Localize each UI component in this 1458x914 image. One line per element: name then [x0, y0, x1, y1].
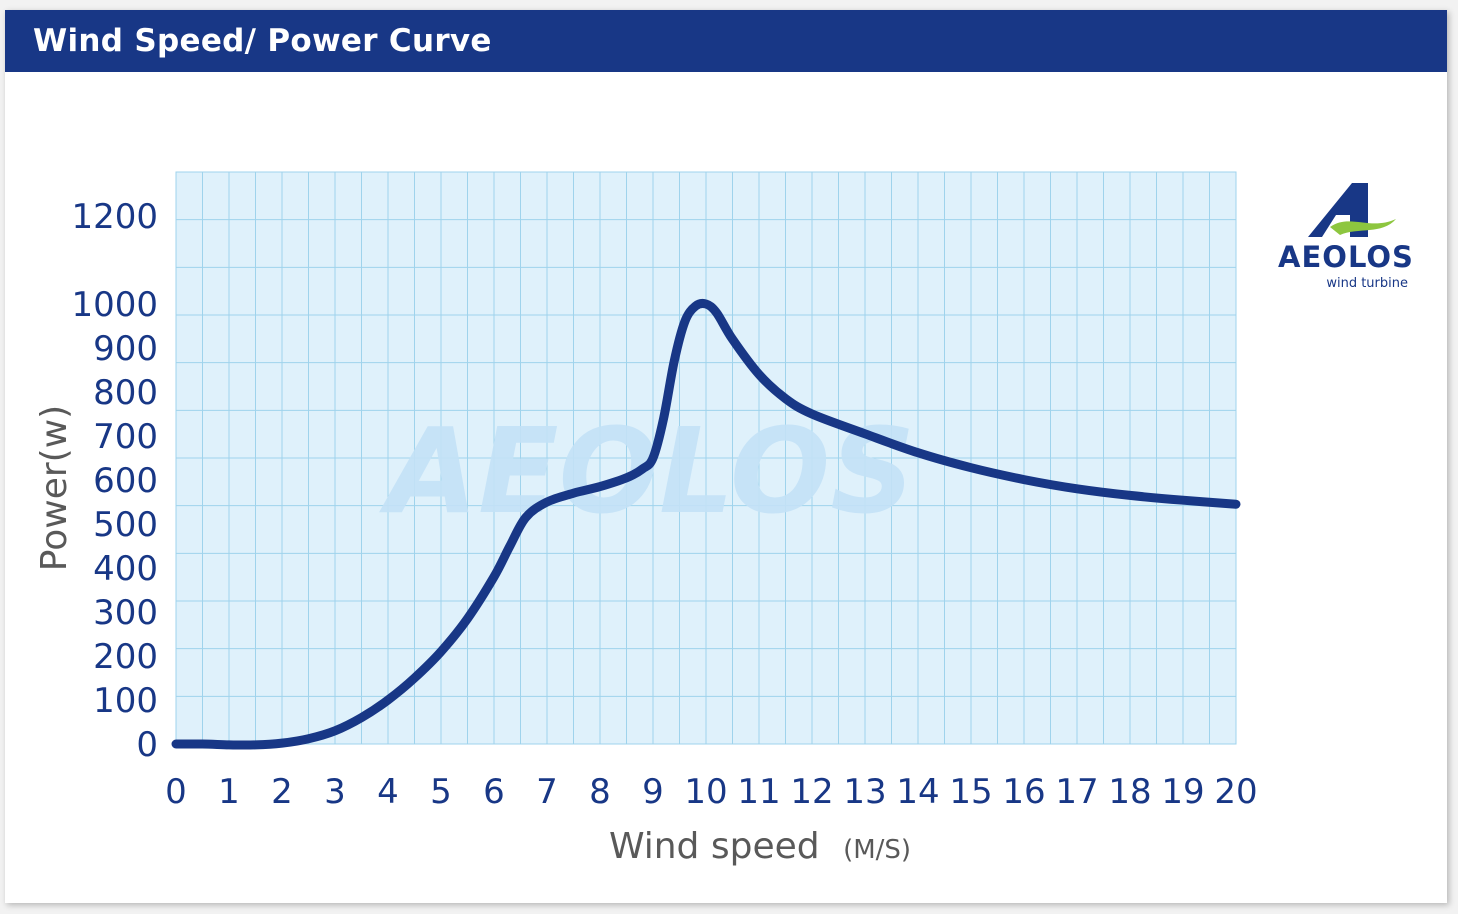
- x-tick-label: 6: [483, 772, 505, 812]
- title-bar: Wind Speed/ Power Curve: [5, 10, 1447, 72]
- x-tick-label: 8: [589, 772, 611, 812]
- x-tick-label: 5: [430, 772, 452, 812]
- x-tick-label: 2: [271, 772, 293, 812]
- y-tick-label: 300: [93, 593, 158, 633]
- y-tick-label: 0: [136, 725, 158, 765]
- x-tick-label: 3: [324, 772, 346, 812]
- x-tick-label: 16: [1002, 772, 1045, 812]
- logo-leaf-icon: [1330, 219, 1396, 235]
- y-tick-label: 1200: [71, 197, 158, 237]
- x-tick-label: 11: [737, 772, 780, 812]
- logo-tagline-text: wind turbine: [1326, 276, 1408, 291]
- x-tick-label: 7: [536, 772, 558, 812]
- x-tick-label: 12: [790, 772, 833, 812]
- x-tick-label: 14: [896, 772, 939, 812]
- y-tick-label: 400: [93, 549, 158, 589]
- y-tick-label: 200: [93, 637, 158, 677]
- x-tick-label: 15: [949, 772, 992, 812]
- y-tick-label: 900: [93, 329, 158, 369]
- aeolos-logo: AEOLOS wind turbine: [1278, 183, 1414, 291]
- chart-title: Wind Speed/ Power Curve: [33, 23, 492, 59]
- x-tick-label: 9: [642, 772, 664, 812]
- y-tick-label: 500: [93, 505, 158, 545]
- x-tick-label: 10: [684, 772, 727, 812]
- x-tick-label: 18: [1108, 772, 1151, 812]
- x-tick-label: 20: [1214, 772, 1257, 812]
- y-tick-label: 700: [93, 417, 158, 457]
- x-tick-label: 4: [377, 772, 399, 812]
- x-tick-label: 13: [843, 772, 886, 812]
- logo-brand-text: AEOLOS: [1278, 240, 1414, 274]
- x-tick-label: 19: [1161, 772, 1204, 812]
- grid-lines: [175, 171, 1237, 745]
- y-tick-label: 600: [93, 461, 158, 501]
- x-tick-label: 0: [165, 772, 187, 812]
- x-axis-title: Wind speed (M/S): [609, 826, 911, 867]
- y-tick-label: 1000: [71, 285, 158, 325]
- x-axis-ticks: 0 1 2 3 4 5 6 7 8 9 10 11 12 13 14 15 16 17 18 19 20: [165, 772, 1257, 812]
- x-tick-label: 1: [218, 772, 240, 812]
- series-line-power: [171, 298, 1241, 750]
- y-tick-label: 800: [93, 373, 158, 413]
- y-tick-label: 100: [93, 681, 158, 721]
- x-axis-title-text: Wind speed: [609, 826, 820, 867]
- x-axis-unit: (M/S): [843, 835, 911, 865]
- y-axis-title: Power(w): [34, 405, 75, 571]
- x-tick-label: 17: [1055, 772, 1098, 812]
